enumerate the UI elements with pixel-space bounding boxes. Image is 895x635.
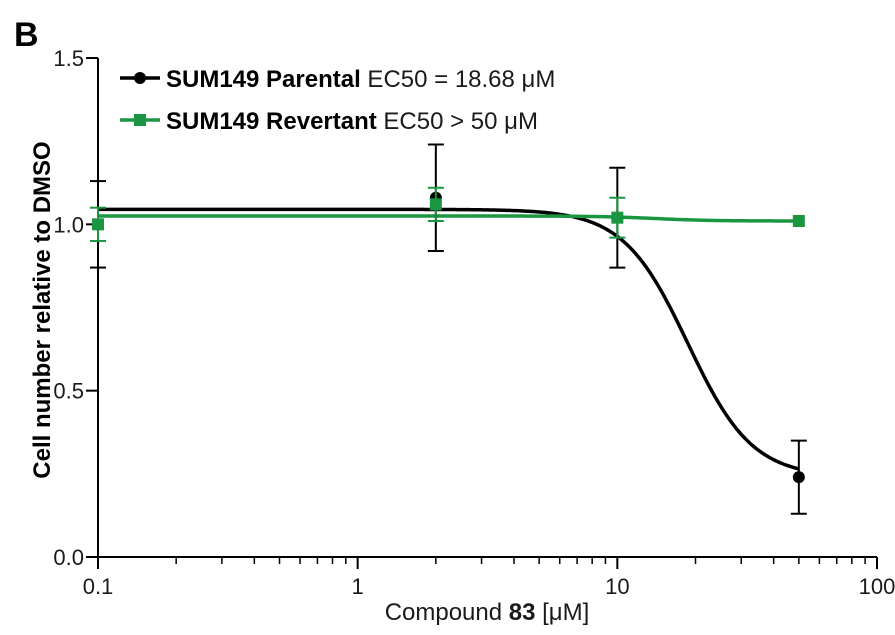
x-axis-label-bold: 83 (509, 599, 536, 626)
y-tick-label: 1.0 (53, 212, 84, 237)
legend: SUM149 Parental EC50 = 18.68 μM SUM149 Re… (120, 66, 555, 135)
x-axis-label-suffix: [μM] (535, 599, 589, 626)
x-tick-label: 100 (859, 574, 895, 599)
fit-curve (98, 214, 799, 223)
x-tick-label: 10 (605, 574, 629, 599)
y-tick-label: 1.5 (53, 46, 84, 71)
fit-curve (98, 207, 800, 471)
y-tick-label: 0.5 (53, 379, 84, 404)
x-axis-label: Compound 83 [μM] (385, 599, 590, 626)
legend-entry: SUM149 Revertant EC50 > 50 μM (166, 108, 538, 135)
data-point (792, 471, 805, 484)
legend-marker (134, 72, 146, 84)
data-point (429, 198, 442, 211)
legend-entry: SUM149 Parental EC50 = 18.68 μM (166, 66, 555, 93)
data-point (611, 211, 624, 224)
y-tick-label: 0.0 (53, 545, 84, 570)
legend-marker (134, 114, 146, 126)
y-axis-label: Cell number relative to DMSO (29, 141, 56, 478)
legend-ec50: EC50 > 50 μM (377, 108, 538, 135)
x-tick-label: 0.1 (83, 574, 114, 599)
data-point (792, 215, 805, 228)
x-tick-label: 1 (352, 574, 364, 599)
data-point (92, 218, 104, 231)
plot-area: 0.1 1 10 100 0.0 0.5 1.0 1.5 (53, 46, 895, 599)
panel-label: B (14, 16, 39, 54)
legend-ec50: EC50 = 18.68 μM (361, 66, 556, 93)
x-axis-label-prefix: Compound (385, 599, 509, 626)
legend-series-name: SUM149 Parental (166, 66, 361, 93)
legend-series-name: SUM149 Revertant (166, 108, 377, 135)
